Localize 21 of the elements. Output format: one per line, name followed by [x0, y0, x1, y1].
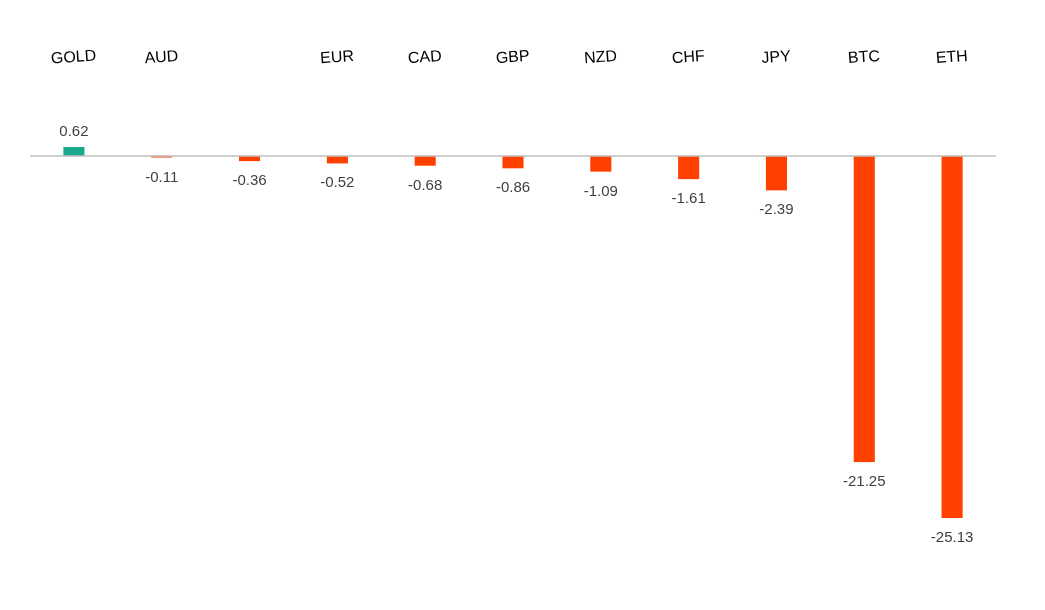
data-label: -0.86 — [495, 178, 531, 196]
data-label: -0.36 — [232, 171, 267, 189]
x-tick-label: ETH — [935, 46, 969, 67]
x-tick-label: GBP — [495, 46, 531, 67]
data-label: -0.11 — [145, 167, 179, 185]
data-label: -0.68 — [408, 175, 443, 193]
data-label: -1.09 — [583, 181, 618, 199]
data-label: -2.39 — [759, 200, 794, 218]
x-tick-label: JPY — [760, 46, 792, 67]
data-label: -21.25 — [843, 472, 886, 490]
data-label: -0.52 — [320, 173, 355, 191]
x-tick-label: CAD — [407, 46, 443, 67]
data-label: -1.61 — [671, 189, 706, 207]
x-tick-label: BTC — [847, 46, 881, 67]
x-tick-label: AUD — [143, 46, 179, 67]
data-label: -25.13 — [930, 528, 974, 545]
x-tick-label: EUR — [319, 46, 355, 67]
x-tick-label: NZD — [583, 46, 618, 67]
data-label: 0.62 — [59, 122, 89, 139]
x-tick-label: CHF — [671, 46, 706, 67]
x-tick-label: GOLD — [50, 46, 97, 67]
